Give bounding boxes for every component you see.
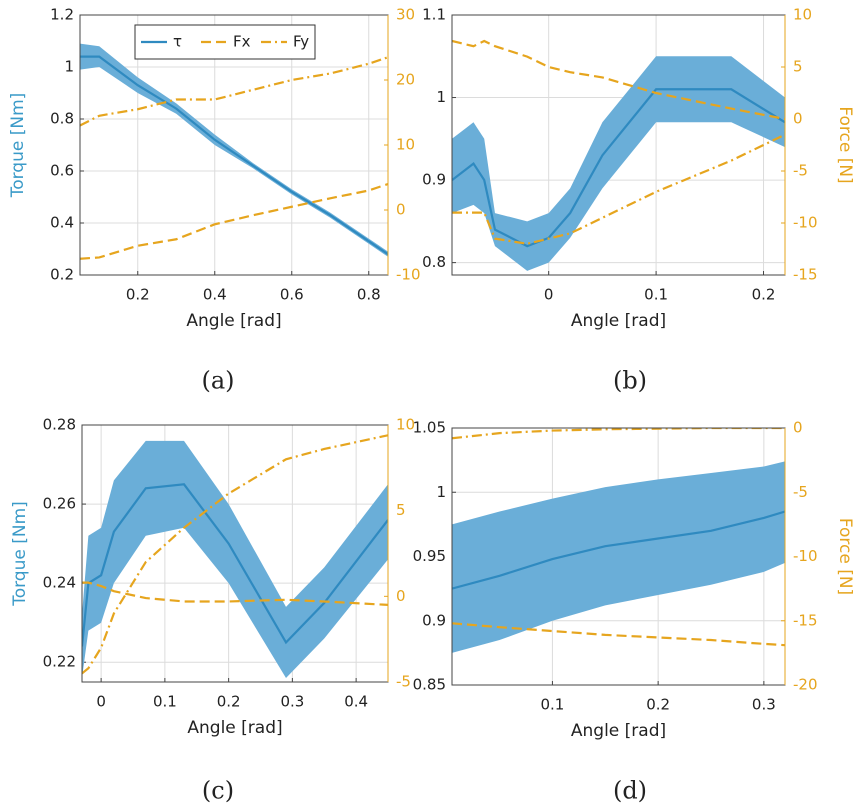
y-tick-label: 0.26 bbox=[43, 495, 76, 513]
x-axis-label: Angle [rad] bbox=[571, 721, 666, 741]
y2-tick-label: 10 bbox=[793, 6, 812, 24]
panel: 0 0.1 0.2 0.3 0.4 0.22 0.24 0.26 0.28 -5 0 5 10 Angle… bbox=[10, 416, 415, 805]
y2-tick-label: 0 bbox=[396, 201, 406, 219]
band bbox=[82, 440, 388, 679]
x-axis-label: Angle [rad] bbox=[571, 311, 666, 331]
line bbox=[452, 39, 785, 121]
y2-tick-label: 20 bbox=[396, 71, 415, 89]
y2-tick-label: 0 bbox=[793, 419, 803, 437]
y-tick-label: 0.24 bbox=[43, 574, 76, 592]
x-tick-label: 0.3 bbox=[280, 693, 304, 711]
y2-tick-label: -5 bbox=[793, 162, 808, 180]
y-tick-label: 1 bbox=[436, 483, 446, 501]
caption: (d) bbox=[613, 777, 647, 805]
x-tick-label: 0.4 bbox=[344, 693, 368, 711]
y-tick-label: 0.2 bbox=[50, 266, 74, 284]
line bbox=[80, 55, 388, 256]
x-tick-label: 0 bbox=[544, 286, 554, 304]
y2-tick-label: 10 bbox=[396, 136, 415, 154]
y-tick-label: 1 bbox=[64, 58, 74, 76]
y2-tick-label: -10 bbox=[793, 214, 818, 232]
y2-tick-label: -20 bbox=[793, 676, 818, 694]
y-tick-label: 0.85 bbox=[413, 676, 446, 694]
y2-axis-label: Force [N] bbox=[835, 106, 855, 183]
y-tick-label: 1.2 bbox=[50, 6, 74, 24]
x-tick-label: 0.2 bbox=[752, 286, 776, 304]
line bbox=[82, 581, 388, 606]
panel: 0.2 0.4 0.6 0.8 0.2 0.4 0.6 0.8 1 1.2 -10 0 10 20 30 An… bbox=[8, 6, 421, 395]
y-tick-label: 0.22 bbox=[43, 653, 76, 671]
x-axis-label: Angle [rad] bbox=[187, 718, 282, 738]
x-tick-label: 0.2 bbox=[126, 286, 150, 304]
x-tick-label: 0.8 bbox=[357, 286, 381, 304]
x-tick-label: 0.1 bbox=[644, 286, 668, 304]
panel: 0 0.1 0.2 0.8 0.9 1 1.1 -15 -10 -5 0 5 10 Angle [rad]… bbox=[422, 6, 855, 395]
band bbox=[452, 56, 785, 271]
y-tick-label: 0.6 bbox=[50, 162, 74, 180]
y-axis-label: Torque [Nm] bbox=[8, 93, 28, 199]
y2-tick-label: -5 bbox=[793, 483, 808, 501]
legend-label: Fy bbox=[293, 33, 309, 51]
line bbox=[82, 434, 388, 675]
x-tick-label: 0 bbox=[96, 693, 106, 711]
y2-tick-label: -10 bbox=[396, 266, 421, 284]
y-tick-label: 0.4 bbox=[50, 214, 74, 232]
y-tick-label: 1 bbox=[436, 88, 446, 106]
legend-label: τ bbox=[173, 33, 182, 51]
x-tick-label: 0.1 bbox=[540, 696, 564, 714]
y2-tick-label: 0 bbox=[793, 110, 803, 128]
y2-tick-label: -15 bbox=[793, 611, 818, 629]
line bbox=[80, 56, 388, 127]
y-tick-label: 0.8 bbox=[422, 253, 446, 271]
plot bbox=[82, 434, 388, 679]
plot bbox=[452, 428, 785, 653]
x-axis-label: Angle [rad] bbox=[186, 311, 281, 331]
x-tick-label: 0.1 bbox=[153, 693, 177, 711]
y-tick-label: 0.9 bbox=[422, 171, 446, 189]
line bbox=[452, 428, 785, 440]
line bbox=[82, 483, 388, 647]
y2-tick-label: 0 bbox=[396, 587, 406, 605]
y-tick-label: 0.28 bbox=[43, 416, 76, 434]
y-tick-label: 0.9 bbox=[422, 611, 446, 629]
caption: (b) bbox=[613, 367, 647, 395]
legend-label: Fx bbox=[233, 33, 251, 51]
band bbox=[452, 461, 785, 653]
y-axis-label: Torque [Nm] bbox=[10, 501, 30, 607]
y2-tick-label: -10 bbox=[793, 547, 818, 565]
x-tick-label: 0.2 bbox=[217, 693, 241, 711]
x-tick-label: 0.6 bbox=[280, 286, 304, 304]
caption: (c) bbox=[202, 777, 234, 805]
x-tick-label: 0.3 bbox=[752, 696, 776, 714]
plot bbox=[80, 43, 388, 260]
panel: 0.1 0.2 0.3 0.85 0.9 0.95 1 1.05 -20 -15 -10 -5 0 Ang… bbox=[413, 419, 855, 805]
caption: (a) bbox=[201, 367, 234, 395]
line bbox=[452, 510, 785, 590]
y2-tick-label: 10 bbox=[396, 416, 415, 434]
y2-tick-label: 5 bbox=[396, 501, 406, 519]
y2-tick-label: -5 bbox=[396, 673, 411, 691]
y-tick-label: 0.8 bbox=[50, 110, 74, 128]
y2-tick-label: 5 bbox=[793, 58, 803, 76]
y2-axis-label: Force [N] bbox=[835, 518, 855, 595]
plot bbox=[452, 39, 785, 271]
x-tick-label: 0.2 bbox=[646, 696, 670, 714]
y2-tick-label: -15 bbox=[793, 266, 818, 284]
line bbox=[452, 622, 785, 647]
x-tick-label: 0.4 bbox=[203, 286, 227, 304]
y2-tick-label: 30 bbox=[396, 6, 415, 24]
y-tick-label: 1.05 bbox=[413, 419, 446, 437]
y-tick-label: 1.1 bbox=[422, 6, 446, 24]
line bbox=[452, 133, 785, 245]
line bbox=[80, 182, 388, 260]
y-tick-label: 0.95 bbox=[413, 547, 446, 565]
